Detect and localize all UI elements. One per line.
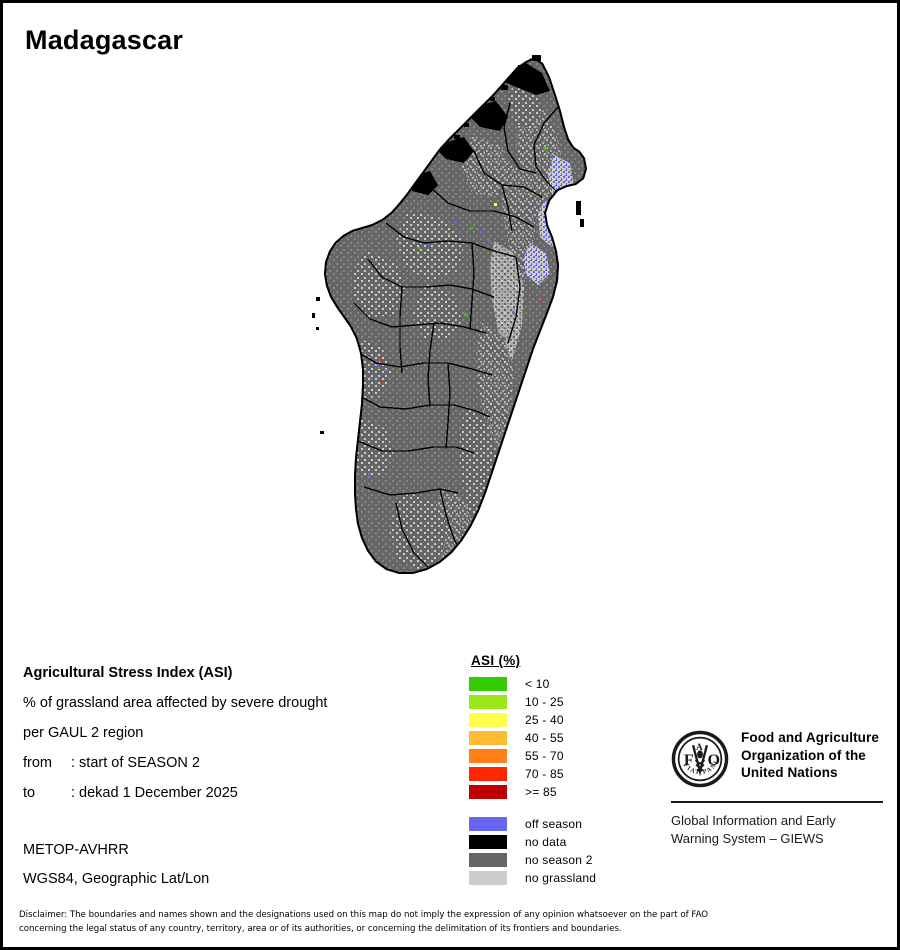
legend-swatch <box>469 834 507 849</box>
fao-logo-icon: F O A FIAT PANIS <box>671 729 729 788</box>
fao-header: F O A FIAT PANIS Food and Agriculture Or… <box>671 729 886 789</box>
fao-org-name: Food and Agriculture Organization of the… <box>741 729 879 782</box>
legend-label: no data <box>525 834 567 849</box>
to-label: to <box>23 785 36 801</box>
giews-line-1: Global Information and Early <box>671 813 836 828</box>
disclaimer-line-2: concerning the legal status of any count… <box>19 923 622 934</box>
legend-label: 25 - 40 <box>525 712 564 727</box>
sensor-name: METOP-AVHRR <box>23 842 129 858</box>
caption-heading: Agricultural Stress Index (ASI) <box>23 665 233 681</box>
projection-name: WGS84, Geographic Lat/Lon <box>23 871 210 887</box>
legend-label: off season <box>525 816 583 831</box>
legend-divider <box>469 801 639 815</box>
legend-label: no season 2 <box>525 852 593 867</box>
sensor-block: METOP-AVHRR WGS84, Geographic Lat/Lon <box>23 836 453 894</box>
legend-item-40-55[interactable]: 40 - 55 <box>469 729 639 746</box>
legend-swatch <box>469 816 507 831</box>
svg-text:F: F <box>684 752 694 769</box>
legend-item-no-grassland[interactable]: no grassland <box>469 869 639 886</box>
legend-swatch <box>469 676 507 691</box>
legend-label: no grassland <box>525 870 597 885</box>
legend-item-25-40[interactable]: 25 - 40 <box>469 711 639 728</box>
map-raster <box>312 55 587 574</box>
caption-line-2: per GAUL 2 region <box>23 725 144 741</box>
fao-divider <box>671 801 883 803</box>
caption-line-1: % of grassland area affected by severe d… <box>23 695 328 711</box>
legend-item-no-data[interactable]: no data <box>469 833 639 850</box>
caption-period-to: to : dekad 1 December 2025 <box>23 778 453 808</box>
disclaimer: Disclaimer: The boundaries and names sho… <box>19 909 885 936</box>
admin-boundaries[interactable] <box>353 102 559 568</box>
legend-label: 10 - 25 <box>525 694 564 709</box>
legend-swatch <box>469 766 507 781</box>
legend-label: < 10 <box>525 676 550 691</box>
legend-title: ASI (%) <box>471 653 521 668</box>
legend-swatch <box>469 694 507 709</box>
legend-swatch <box>469 784 507 799</box>
legend-item-55-70[interactable]: 55 - 70 <box>469 747 639 764</box>
caption-period-from: from : start of SEASON 2 <box>23 748 453 778</box>
legend-item-gte85[interactable]: >= 85 <box>469 783 639 800</box>
page-title: Madagascar <box>25 25 184 55</box>
legend-item-10-25[interactable]: 10 - 25 <box>469 693 639 710</box>
legend: ASI (%) < 10 10 - 25 25 - 40 40 - 55 55 … <box>469 653 639 887</box>
svg-text:A: A <box>696 742 703 752</box>
from-value: : start of SEASON 2 <box>71 755 200 771</box>
fao-branding: F O A FIAT PANIS Food and Agriculture Or… <box>671 729 886 848</box>
caption-block: Agricultural Stress Index (ASI) % of gra… <box>23 658 453 808</box>
legend-item-off-season[interactable]: off season <box>469 815 639 832</box>
fao-org-line-3: United Nations <box>741 765 838 780</box>
legend-item-lt10[interactable]: < 10 <box>469 675 639 692</box>
map-canvas[interactable] <box>258 51 658 651</box>
legend-swatch <box>469 748 507 763</box>
legend-label: 70 - 85 <box>525 766 564 781</box>
to-value: : dekad 1 December 2025 <box>71 785 238 801</box>
fao-org-line-1: Food and Agriculture <box>741 730 879 745</box>
from-label: from <box>23 755 52 771</box>
giews-name: Global Information and Early Warning Sys… <box>671 812 886 848</box>
coastline <box>324 57 587 574</box>
legend-item-70-85[interactable]: 70 - 85 <box>469 765 639 782</box>
legend-label: 55 - 70 <box>525 748 564 763</box>
legend-label: >= 85 <box>525 784 557 799</box>
legend-swatch <box>469 852 507 867</box>
svg-text:O: O <box>708 752 721 769</box>
legend-item-no-season-2[interactable]: no season 2 <box>469 851 639 868</box>
legend-label: 40 - 55 <box>525 730 564 745</box>
madagascar-map[interactable] <box>258 51 658 651</box>
legend-swatch <box>469 870 507 885</box>
disclaimer-line-1: Disclaimer: The boundaries and names sho… <box>19 910 709 920</box>
legend-swatch <box>469 730 507 745</box>
fao-org-line-2: Organization of the <box>741 747 866 763</box>
giews-line-2: Warning System – GIEWS <box>671 831 824 846</box>
legend-swatch <box>469 712 507 727</box>
offshore-islands <box>312 55 584 434</box>
